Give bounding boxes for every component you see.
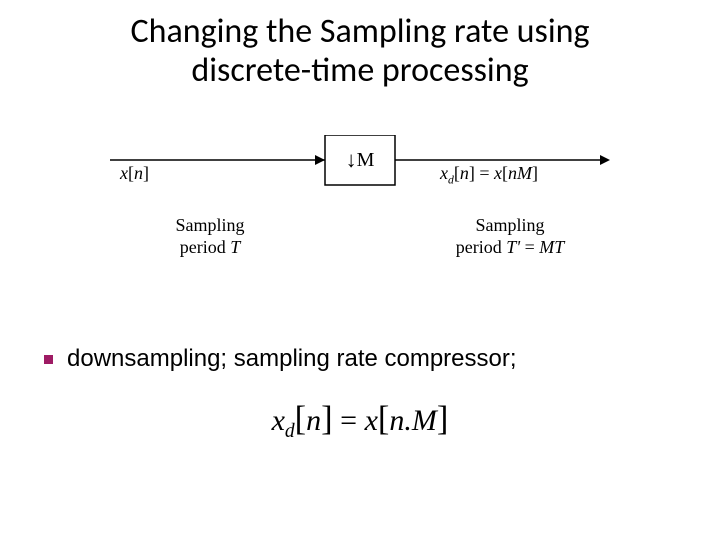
block-diagram: ↓M x[n] xd[n] = x[nM] Sampling period T … <box>100 135 620 305</box>
left-period-label: Sampling period T <box>150 215 270 258</box>
bullet-item: downsampling; sampling rate compressor; <box>44 345 517 373</box>
right-period-line1: Sampling <box>475 215 544 235</box>
right-period-line2: period T' = MT <box>456 237 565 257</box>
output-arrowhead <box>600 155 610 165</box>
output-signal-label: xd[n] = x[nM] <box>440 163 538 187</box>
bullet-square-icon <box>44 355 53 364</box>
slide-title: Changing the Sampling rate using discret… <box>0 12 720 90</box>
title-line1: Changing the Sampling rate using <box>130 11 589 52</box>
left-period-line1: Sampling <box>175 215 244 235</box>
input-arrowhead <box>315 155 325 165</box>
equation: xd[n] = x[n.M] <box>0 400 720 443</box>
title-line2: discrete-time processing <box>191 50 528 91</box>
input-signal-label: x[n] <box>120 163 149 184</box>
right-period-label: Sampling period T' = MT <box>430 215 590 258</box>
block-label: ↓M <box>325 135 395 185</box>
bullet-text: downsampling; sampling rate compressor; <box>67 345 517 373</box>
left-period-line2: period T <box>180 237 241 257</box>
